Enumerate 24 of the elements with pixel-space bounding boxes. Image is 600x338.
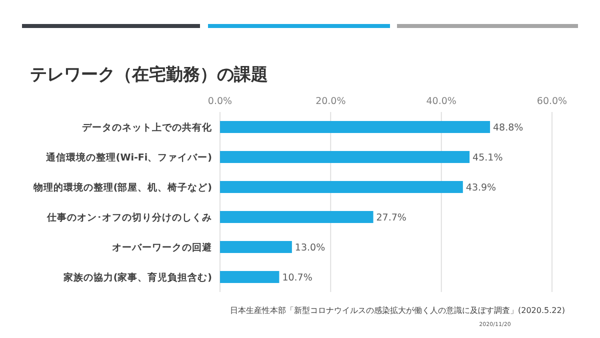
y-tick-label: 通信環境の整理(Wi-Fi、ファイバー)	[44, 152, 212, 164]
bar	[220, 121, 490, 133]
bar	[220, 241, 292, 253]
data-label: 27.7%	[376, 212, 406, 224]
chart-title: テレワーク（在宅勤務）の課題	[30, 65, 268, 85]
bar	[220, 181, 463, 193]
x-tick-label: 40.0%	[426, 96, 456, 107]
x-tick-label: 20.0%	[316, 96, 346, 107]
x-tick-label: 0.0%	[208, 96, 232, 107]
y-tick-label: 家族の協力(家事、育児負担含む)	[62, 272, 212, 284]
y-tick-label: オーバーワークの回避	[112, 242, 213, 254]
data-label: 13.0%	[294, 242, 326, 254]
y-tick-label: 仕事のオン･オフの切り分けのしくみ	[46, 212, 212, 224]
bar	[220, 151, 470, 163]
x-tick-label: 60.0%	[536, 96, 568, 107]
data-label: 10.7%	[282, 272, 312, 284]
data-label: 45.1%	[472, 152, 503, 164]
y-tick-label: データのネット上での共有化	[82, 122, 213, 134]
data-label: 43.9%	[466, 182, 496, 194]
data-label: 48.8%	[493, 122, 524, 134]
bar	[220, 271, 280, 283]
bar	[220, 211, 374, 223]
text: 日本生産性本部「新型コロナウイルスの感染拡大が働く人の意識に及ぼす調査」(2020.5.22)	[230, 306, 565, 315]
y-tick-label: 物理的環境の整理(部屋、机、椅子など)	[32, 182, 212, 194]
